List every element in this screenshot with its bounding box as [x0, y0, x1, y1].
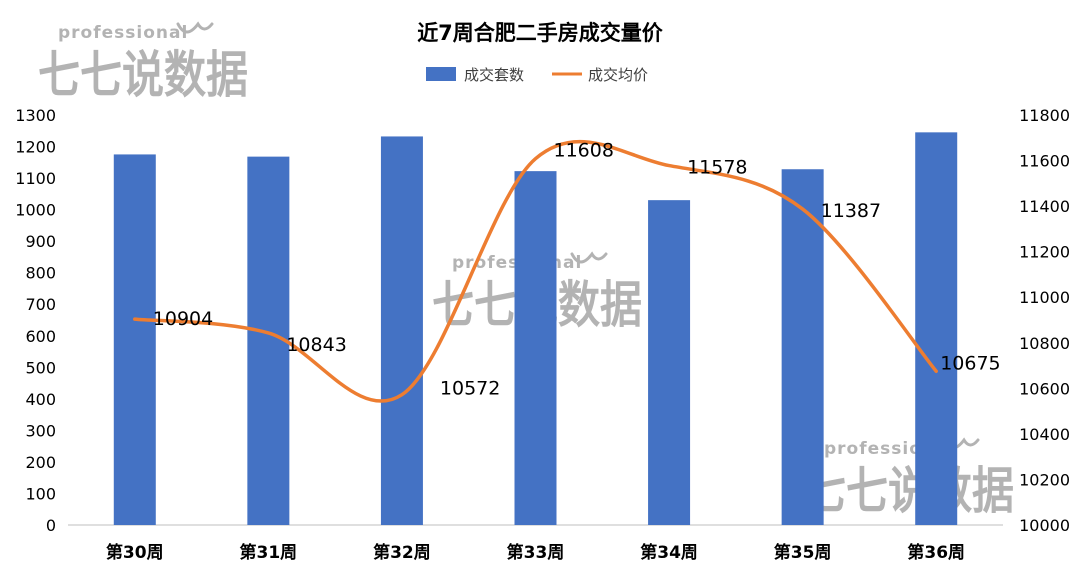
- data-label-第35周: 11387: [821, 200, 881, 222]
- x-axis-ticks: 第30周 第31周 第32周 第33周 第34周 第35周 第36周: [106, 542, 965, 563]
- y-left-tick-label: 400: [25, 390, 56, 409]
- watermark-1: professional 七七说数据: [38, 21, 248, 104]
- x-tick-label: 第33周: [507, 542, 565, 563]
- legend-swatch-bar: [426, 67, 456, 81]
- y-left-tick-label: 1100: [15, 169, 56, 188]
- watermark-mark-icon: [176, 21, 214, 34]
- y-right-tick-label: 11400: [1019, 197, 1070, 216]
- data-label-第30周: 10904: [153, 308, 213, 330]
- bar-第35周: [781, 169, 824, 525]
- data-label-第32周: 10572: [440, 378, 500, 400]
- right-axis: 10000 10200 10400 10600 10800 11000 11200 11400…: [1019, 106, 1070, 535]
- watermark-bottom-text: 七七说数据: [804, 462, 1014, 520]
- y-right-tick-label: 11200: [1019, 243, 1070, 262]
- bar-第34周: [648, 200, 691, 525]
- y-left-tick-label: 800: [25, 264, 56, 283]
- y-left-tick-label: 600: [25, 327, 56, 346]
- data-label-第34周: 11578: [687, 157, 747, 179]
- x-tick-label: 第36周: [907, 542, 965, 563]
- y-right-tick-label: 11800: [1019, 106, 1070, 125]
- bar-第33周: [514, 171, 557, 525]
- y-left-tick-label: 0: [46, 516, 56, 535]
- y-left-tick-label: 500: [25, 358, 56, 377]
- price-line: [133, 139, 938, 403]
- y-right-tick-label: 10600: [1019, 379, 1070, 398]
- x-tick-label: 第30周: [106, 542, 164, 563]
- watermark-bottom-text: 七七说数据: [38, 46, 248, 104]
- y-right-tick-label: 10200: [1019, 470, 1070, 489]
- y-right-tick-label: 10800: [1019, 334, 1070, 353]
- y-left-tick-label: 1200: [15, 138, 56, 157]
- x-tick-label: 第32周: [373, 542, 431, 563]
- watermark-top-text: professional: [58, 23, 188, 43]
- left-axis: 0 100 200 300 400 500 600 700 800 900 1000 1100 1200…: [15, 106, 56, 535]
- chart-title: 近7周合肥二手房成交量价: [417, 21, 664, 45]
- watermark-mark-icon: [570, 251, 608, 264]
- y-right-tick-label: 11600: [1019, 152, 1070, 171]
- y-left-tick-label: 300: [25, 421, 56, 440]
- y-right-tick-label: 10400: [1019, 425, 1070, 444]
- x-tick-label: 第31周: [240, 542, 298, 563]
- y-left-tick-label: 1000: [15, 201, 56, 220]
- legend: 成交套数 成交均价: [426, 66, 648, 84]
- x-tick-label: 第34周: [640, 542, 698, 563]
- line-data-labels: 10904 10843 10572 11608 11578 11387 10675: [153, 140, 1001, 400]
- y-left-tick-label: 700: [25, 295, 56, 314]
- y-left-tick-label: 900: [25, 232, 56, 251]
- data-label-第31周: 10843: [286, 334, 346, 356]
- y-right-tick-label: 11000: [1019, 288, 1070, 307]
- data-label-第33周: 11608: [554, 140, 614, 162]
- y-left-tick-label: 200: [25, 453, 56, 472]
- x-tick-label: 第35周: [774, 542, 832, 563]
- bar-第30周: [113, 154, 156, 525]
- y-left-tick-label: 1300: [15, 106, 56, 125]
- y-left-tick-label: 100: [25, 484, 56, 503]
- bar-第36周: [915, 132, 958, 525]
- bar-第32周: [380, 136, 423, 525]
- data-label-第36周: 10675: [940, 352, 1000, 374]
- legend-label-bar: 成交套数: [464, 66, 524, 84]
- y-right-tick-label: 10000: [1019, 516, 1070, 535]
- legend-label-line: 成交均价: [588, 66, 648, 84]
